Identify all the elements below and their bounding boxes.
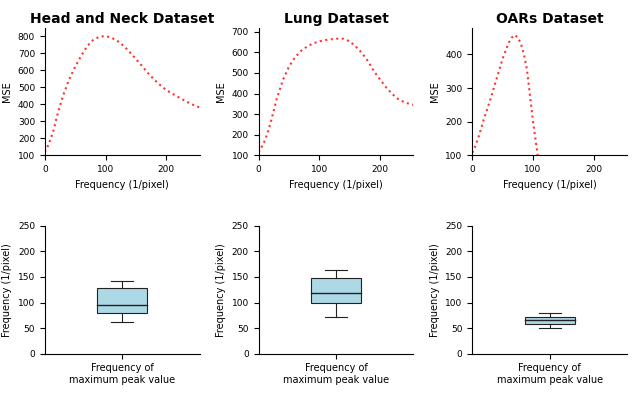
Title: Lung Dataset: Lung Dataset <box>284 12 388 26</box>
Y-axis label: MSE: MSE <box>3 81 12 102</box>
Y-axis label: MSE: MSE <box>216 81 226 102</box>
FancyBboxPatch shape <box>97 288 147 313</box>
Title: Head and Neck Dataset: Head and Neck Dataset <box>30 12 214 26</box>
FancyBboxPatch shape <box>311 279 361 303</box>
X-axis label: Frequency (1/pixel): Frequency (1/pixel) <box>289 180 383 190</box>
Y-axis label: Frequency (1/pixel): Frequency (1/pixel) <box>3 243 12 337</box>
Y-axis label: Frequency (1/pixel): Frequency (1/pixel) <box>216 243 226 337</box>
Y-axis label: Frequency (1/pixel): Frequency (1/pixel) <box>430 243 440 337</box>
X-axis label: Frequency (1/pixel): Frequency (1/pixel) <box>76 180 169 190</box>
X-axis label: Frequency (1/pixel): Frequency (1/pixel) <box>503 180 596 190</box>
Title: OARs Dataset: OARs Dataset <box>496 12 604 26</box>
Y-axis label: MSE: MSE <box>430 81 440 102</box>
FancyBboxPatch shape <box>525 317 575 324</box>
